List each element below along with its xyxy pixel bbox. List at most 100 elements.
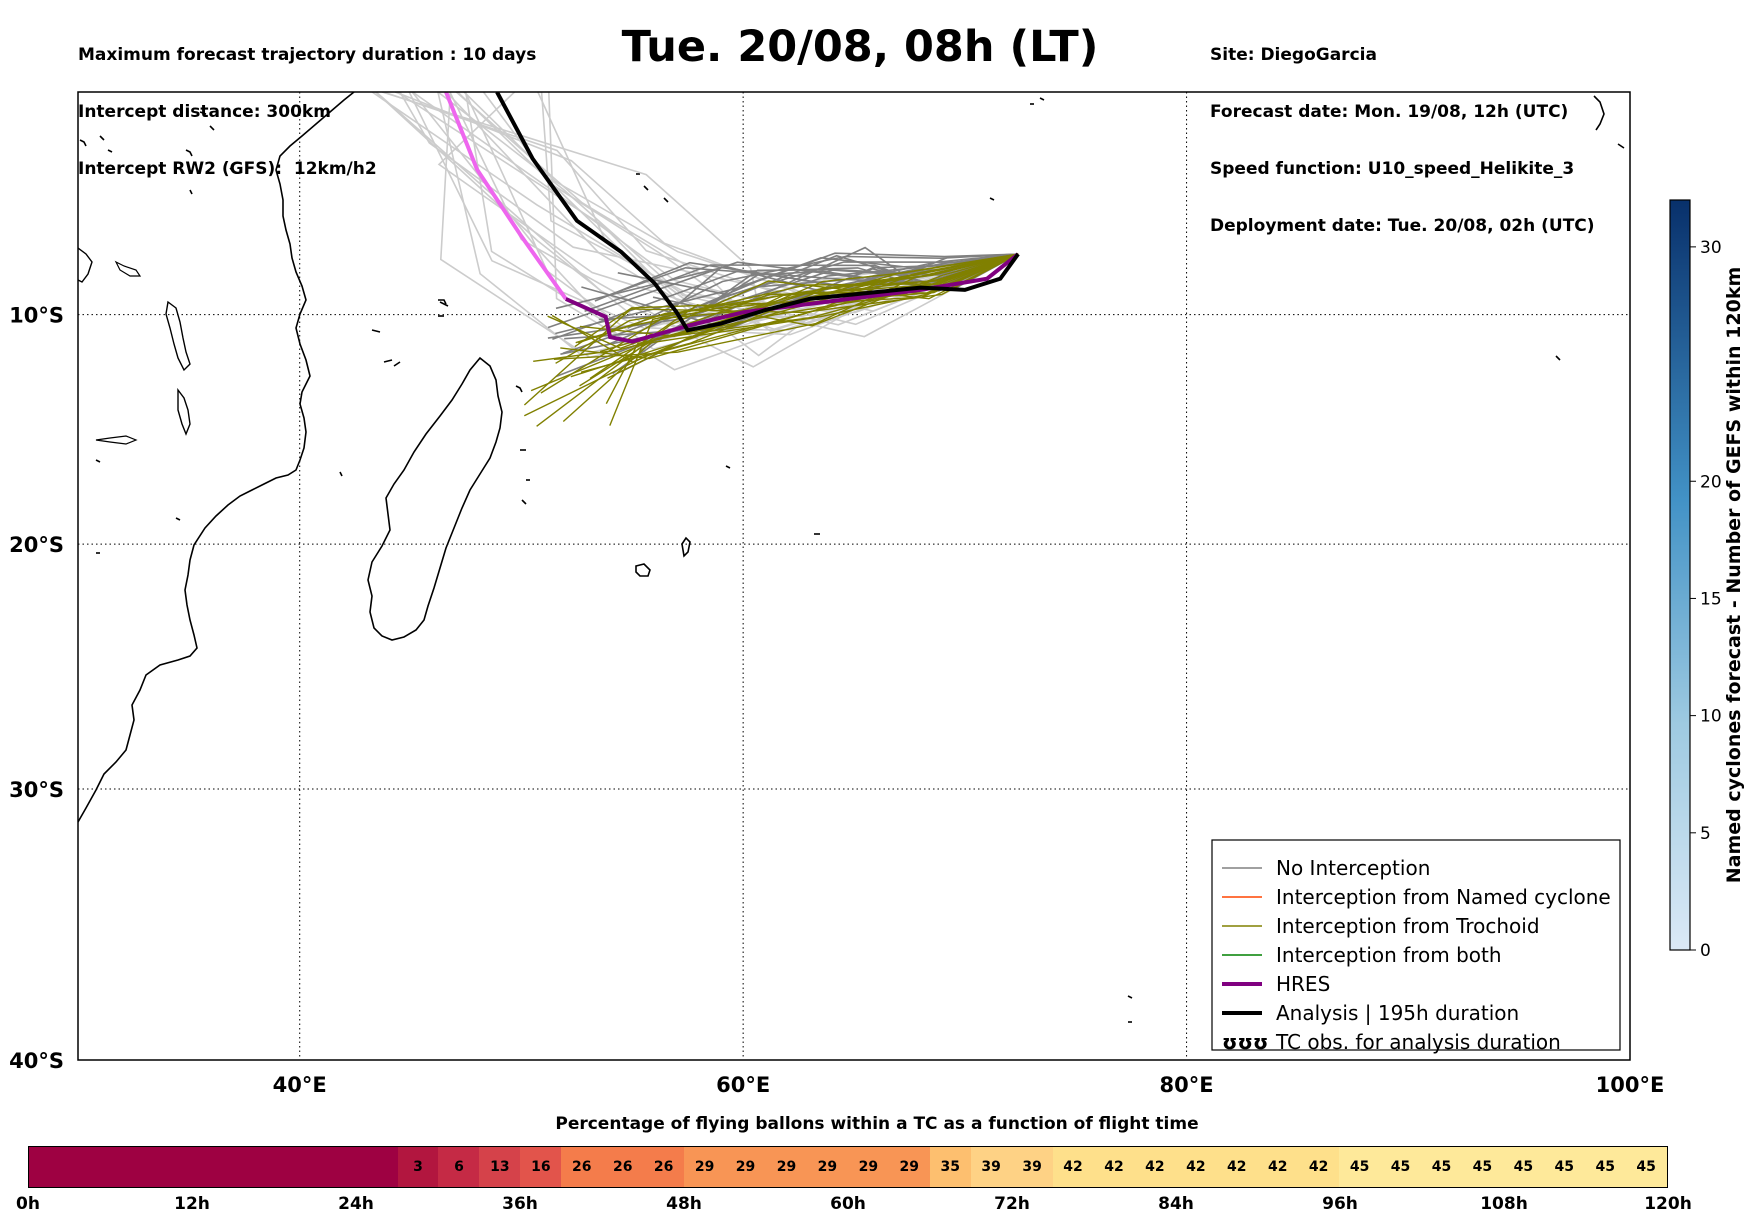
time-bar-tick-label: 12h — [174, 1194, 210, 1214]
header-intercept-rw2: Intercept RW2 (GFS): 12km/h2 — [78, 159, 377, 179]
graticule — [78, 92, 1630, 1060]
legend-symbol-tc-obs: ʊʊʊ — [1222, 1030, 1268, 1054]
time-bar-cell: 26 — [602, 1147, 644, 1187]
colorbar-tick-label: 10 — [1700, 707, 1722, 727]
time-bar-cell: 45 — [1584, 1147, 1626, 1187]
time-bar-cell: 45 — [1502, 1147, 1544, 1187]
time-bar-cell: 42 — [1134, 1147, 1176, 1187]
trajectory-other — [548, 92, 1019, 371]
trajectory-no-interception — [653, 253, 1019, 326]
header-intercept-distance: Intercept distance: 300km — [78, 102, 331, 122]
time-bar-tick-label: 120h — [1644, 1194, 1692, 1214]
time-bar-cell: 45 — [1420, 1147, 1462, 1187]
lake-tanganyika — [165, 300, 191, 372]
legend-label: No Interception — [1276, 856, 1430, 880]
time-bar-title: Percentage of flying ballons within a TC… — [555, 1114, 1199, 1134]
legend-label: HRES — [1276, 972, 1330, 996]
trajectory-map: 40°E 60°E 80°E 100°E 10°S 20°S 30°S 40°S No Int… — [9, 91, 1745, 1097]
time-bar-cell: 45 — [1461, 1147, 1503, 1187]
time-bar-tick-label: 0h — [16, 1194, 40, 1214]
legend-label: Analysis | 195h duration — [1276, 1001, 1519, 1025]
trajectories — [371, 92, 1020, 427]
colorbar-tick-label: 20 — [1700, 472, 1722, 492]
header-left: Maximum forecast trajectory duration : 1… — [78, 8, 536, 198]
time-bar-tick-label: 84h — [1158, 1194, 1194, 1214]
map-frame — [77, 91, 1631, 1061]
header-duration: Maximum forecast trajectory duration : 1… — [78, 45, 537, 65]
time-bar-tick-label: 96h — [1322, 1194, 1358, 1214]
legend-label: Interception from Trochoid — [1276, 914, 1540, 938]
colorbar-tick-label: 30 — [1700, 238, 1722, 258]
lake-kariba — [95, 435, 138, 445]
time-bar-cell: 3 — [397, 1147, 439, 1187]
lat-tick-label: 10°S — [9, 304, 64, 328]
colorbar-tick-label: 5 — [1700, 824, 1711, 844]
colorbar-title: Named cyclones forecast - Number of GEFS… — [1723, 267, 1745, 884]
time-bar-cell: 29 — [847, 1147, 889, 1187]
trajectory-no-interception — [606, 252, 1019, 346]
time-bar-cell: 42 — [1093, 1147, 1135, 1187]
time-bar: 3 6 13 16 26 26 26 29 29 29 29 29 29 35 39 39 42 42 42 42 42… — [28, 1146, 1668, 1188]
time-bar-cell: 29 — [888, 1147, 930, 1187]
legend-label: TC obs. for analysis duration — [1275, 1030, 1561, 1054]
lon-tick-label: 80°E — [1160, 1073, 1214, 1097]
trajectory-trochoid — [579, 253, 1019, 338]
trajectory-analysis — [495, 92, 1020, 333]
coast-lake-outline — [114, 260, 142, 277]
trajectory-trochoid — [580, 253, 1019, 373]
header-site: Site: DiegoGarcia — [1210, 45, 1377, 65]
africa-coastline — [78, 92, 355, 823]
colorbar: 0 5 10 15 20 30 Named cyclones forecast - Num… — [1669, 199, 1745, 961]
colorbar-tick-label: 15 — [1700, 589, 1722, 609]
trajectory-hres — [564, 252, 1020, 344]
small-islands — [79, 95, 1625, 1023]
lake-victoria — [78, 247, 93, 283]
header-deployment-date: Deployment date: Tue. 20/08, 02h (UTC) — [1210, 216, 1595, 236]
time-bar-cell: 29 — [765, 1147, 807, 1187]
time-bar-cell: 39 — [970, 1147, 1012, 1187]
time-bar-cell — [29, 1147, 398, 1187]
legend-label: Interception from Named cyclone — [1276, 885, 1611, 909]
time-bar-tick-label: 108h — [1480, 1194, 1528, 1214]
time-bar-cell: 45 — [1339, 1147, 1381, 1187]
time-bar-cell: 16 — [520, 1147, 562, 1187]
lat-tick-label: 30°S — [9, 778, 64, 802]
lat-tick-label: 40°S — [9, 1049, 64, 1073]
lon-tick-label: 40°E — [273, 1073, 327, 1097]
time-bar-cell: 35 — [929, 1147, 971, 1187]
time-bar-cell: 42 — [1298, 1147, 1340, 1187]
trajectory-trochoid — [605, 253, 1019, 405]
time-bar-cell: 45 — [1625, 1147, 1667, 1187]
trajectory-trochoid — [589, 253, 1019, 380]
lake-malawi — [177, 387, 191, 436]
time-bar-tick-label: 60h — [830, 1194, 866, 1214]
time-bar-tick-label: 48h — [666, 1194, 702, 1214]
time-bar-cell: 42 — [1257, 1147, 1299, 1187]
header-right: Site: DiegoGarcia Forecast date: Mon. 19… — [1210, 8, 1595, 255]
time-bar-cell: 29 — [806, 1147, 848, 1187]
time-bar-cell: 29 — [725, 1147, 766, 1187]
lon-tick-label: 100°E — [1596, 1073, 1665, 1097]
colorbar-gradient — [1669, 199, 1691, 951]
time-bar-ticks: 0h 12h 24h 36h 48h 60h 72h 84h 96h 108h 120h — [16, 1194, 1692, 1218]
coastline-layer — [78, 92, 1625, 1023]
colorbar-tick-label: 0 — [1700, 941, 1711, 961]
time-bar-tick-label: 36h — [502, 1194, 538, 1214]
time-bar-cell: 6 — [438, 1147, 480, 1187]
header-speed-function: Speed function: U10_speed_Helikite_3 — [1210, 159, 1575, 179]
time-bar-cell: 45 — [1543, 1147, 1585, 1187]
time-bar-cell: 42 — [1216, 1147, 1258, 1187]
legend: No Interception Interception from Named c… — [1211, 839, 1621, 1054]
time-bar-cell: 45 — [1380, 1147, 1421, 1187]
lon-tick-label: 60°E — [716, 1073, 770, 1097]
header-forecast-date: Forecast date: Mon. 19/08, 12h (UTC) — [1210, 102, 1569, 122]
madagascar-coastline — [367, 356, 503, 641]
time-bar-cell: 39 — [1011, 1147, 1053, 1187]
map-title: Tue. 20/08, 08h (LT) — [621, 22, 1099, 72]
trajectory-other — [399, 92, 1019, 312]
trajectory-hres-early — [444, 92, 568, 301]
trajectory-other — [437, 92, 1019, 338]
time-bar-cell: 26 — [643, 1147, 685, 1187]
time-bar-tick-label: 72h — [994, 1194, 1030, 1214]
time-bar-cell: 42 — [1175, 1147, 1217, 1187]
